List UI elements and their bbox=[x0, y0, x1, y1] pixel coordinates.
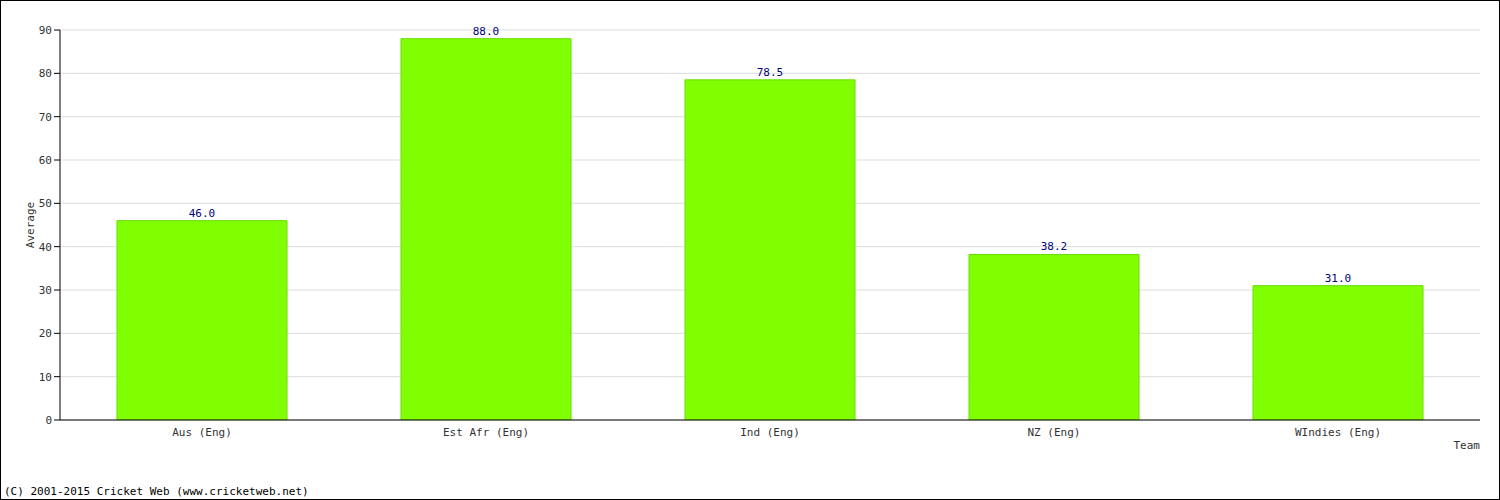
svg-text:40: 40 bbox=[39, 241, 52, 254]
svg-text:78.5: 78.5 bbox=[757, 66, 784, 79]
html-text:(C) 2001-2015 Cricket Web (www: (C) 2001-2015 Cricket Web (www.cricketwe… bbox=[4, 485, 309, 498]
svg-text:Aus (Eng): Aus (Eng) bbox=[172, 426, 232, 439]
svg-text:46.0: 46.0 bbox=[189, 207, 216, 220]
svg-text:60: 60 bbox=[39, 154, 52, 167]
svg-text:WIndies (Eng): WIndies (Eng) bbox=[1295, 426, 1381, 439]
svg-text:Ind (Eng): Ind (Eng) bbox=[740, 426, 800, 439]
svg-text:20: 20 bbox=[39, 327, 52, 340]
svg-text:Est Afr (Eng): Est Afr (Eng) bbox=[443, 426, 529, 439]
svg-text:88.0: 88.0 bbox=[473, 25, 500, 38]
svg-text:0: 0 bbox=[45, 414, 52, 427]
svg-text:31.0: 31.0 bbox=[1325, 272, 1352, 285]
svg-text:NZ (Eng): NZ (Eng) bbox=[1028, 426, 1081, 439]
html-text:Team: Team bbox=[1453, 439, 1480, 452]
svg-text:90: 90 bbox=[39, 24, 52, 37]
html-text:Average: Average bbox=[23, 201, 37, 249]
svg-text:50: 50 bbox=[39, 197, 52, 210]
svg-text:38.2: 38.2 bbox=[1041, 240, 1068, 253]
svg-text:80: 80 bbox=[39, 67, 52, 80]
svg-text:70: 70 bbox=[39, 111, 52, 124]
svg-text:10: 10 bbox=[39, 371, 52, 384]
svg-text:30: 30 bbox=[39, 284, 52, 297]
